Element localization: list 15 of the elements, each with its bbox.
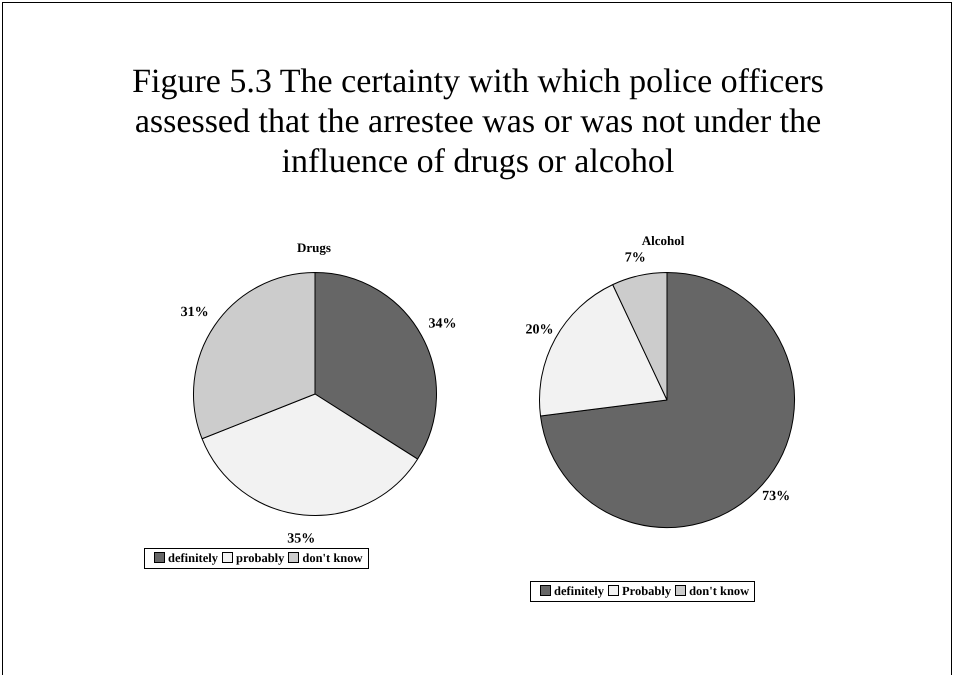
- legend-label: don't know: [689, 584, 750, 598]
- legend-label: don't know: [302, 551, 363, 565]
- data-label: 34%: [428, 316, 457, 332]
- chart-title: Alcohol: [640, 233, 686, 249]
- legend-label: definitely: [168, 551, 218, 565]
- data-label: 31%: [180, 304, 209, 320]
- legend-label: definitely: [554, 584, 604, 598]
- legend-label: Probably: [622, 584, 672, 598]
- legend-label: probably: [236, 551, 284, 565]
- data-label: 7%: [624, 250, 646, 266]
- chart-subtitle: Drugs: [296, 240, 332, 256]
- data-label: 20%: [525, 322, 554, 338]
- data-label: 35%: [287, 531, 316, 546]
- data-label: 73%: [762, 488, 790, 504]
- chart-title: Figure 5.3 The certainty with which police officers assessed that the arrestee was or was not under the influence of drugs or alcohol: [131, 62, 825, 182]
